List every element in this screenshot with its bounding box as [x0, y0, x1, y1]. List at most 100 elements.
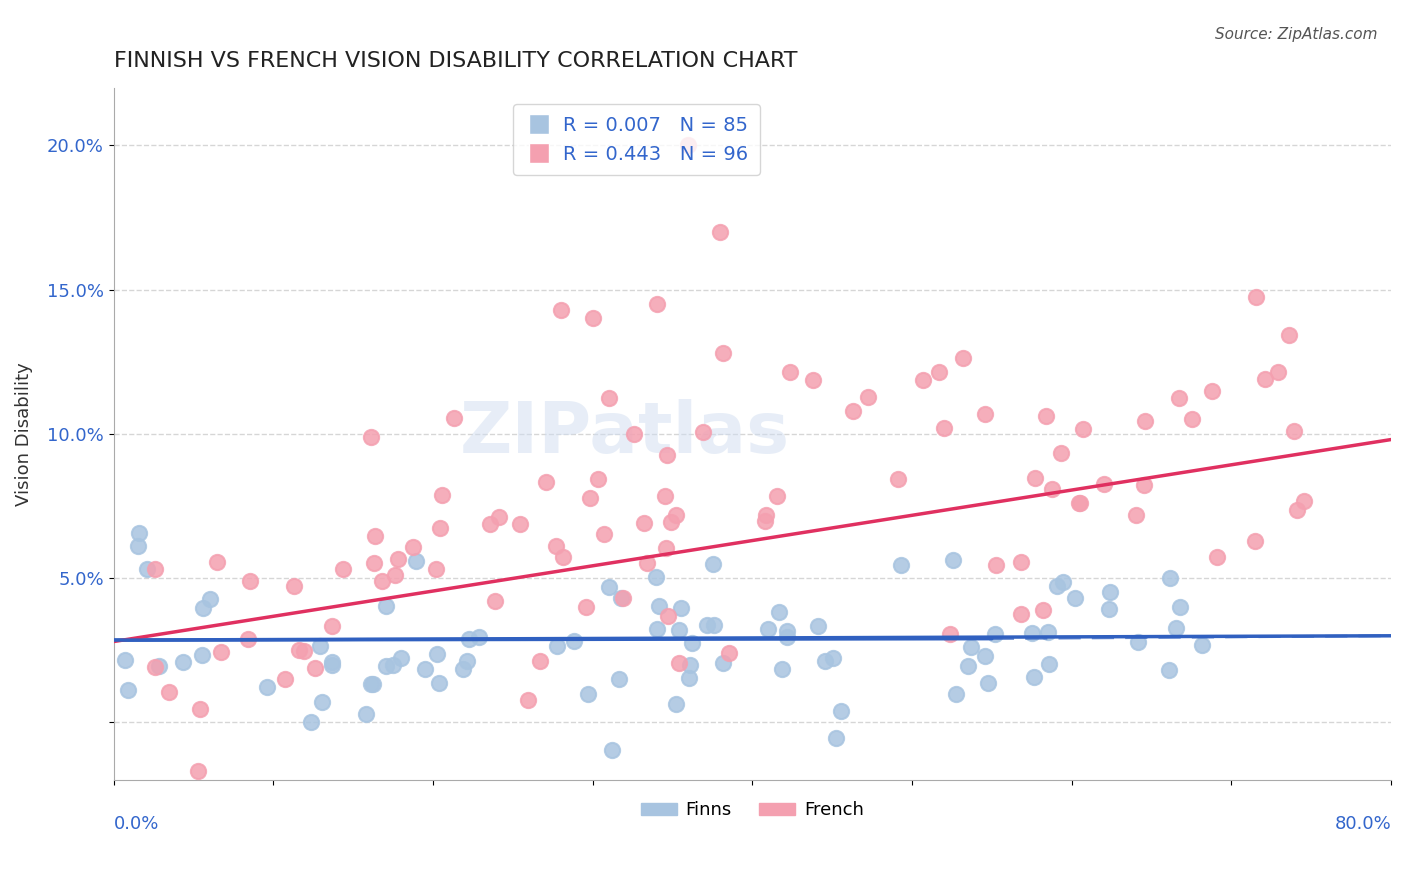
- Point: [128, 525, 150, 540]
- Point: [776, 624, 799, 639]
- Point: [239, 574, 262, 588]
- Point: [1201, 384, 1223, 398]
- Point: [636, 556, 658, 570]
- Point: [779, 366, 801, 380]
- Point: [1125, 508, 1147, 522]
- Point: [928, 365, 950, 379]
- Point: [1294, 494, 1316, 508]
- Point: [389, 651, 412, 665]
- Point: [696, 618, 718, 632]
- Point: [681, 636, 703, 650]
- Point: [709, 225, 731, 239]
- Point: [311, 695, 333, 709]
- Point: [942, 553, 965, 567]
- Point: [655, 541, 678, 555]
- Point: [1126, 635, 1149, 649]
- Point: [546, 539, 568, 553]
- Point: [645, 570, 668, 584]
- Point: [645, 297, 668, 311]
- Point: [1052, 574, 1074, 589]
- Point: [332, 562, 354, 576]
- Point: [842, 404, 865, 418]
- Legend: Finns, French: Finns, French: [633, 794, 872, 826]
- Point: [647, 622, 669, 636]
- Point: [143, 562, 166, 576]
- Point: [401, 541, 423, 555]
- Point: [478, 516, 501, 531]
- Text: ZIPatlas: ZIPatlas: [460, 400, 790, 468]
- Point: [536, 475, 558, 489]
- Point: [157, 685, 180, 699]
- Point: [678, 671, 700, 685]
- Point: [360, 430, 382, 444]
- Point: [576, 688, 599, 702]
- Point: [456, 654, 478, 668]
- Point: [586, 472, 609, 486]
- Point: [148, 659, 170, 673]
- Point: [856, 390, 879, 404]
- Point: [384, 568, 406, 582]
- Point: [1267, 365, 1289, 379]
- Point: [364, 529, 387, 543]
- Point: [768, 605, 790, 619]
- Point: [273, 672, 295, 686]
- Point: [415, 662, 437, 676]
- Point: [321, 656, 343, 670]
- Point: [711, 657, 734, 671]
- Point: [1205, 549, 1227, 564]
- Point: [801, 373, 824, 387]
- Point: [659, 515, 682, 529]
- Point: [191, 648, 214, 662]
- Point: [657, 608, 679, 623]
- Point: [1046, 579, 1069, 593]
- Point: [127, 539, 149, 553]
- Point: [1010, 607, 1032, 621]
- Point: [375, 658, 398, 673]
- Point: [429, 521, 451, 535]
- Point: [1099, 585, 1122, 599]
- Point: [363, 556, 385, 570]
- Point: [1050, 446, 1073, 460]
- Point: [1064, 591, 1087, 606]
- Point: [717, 646, 740, 660]
- Point: [1278, 327, 1301, 342]
- Point: [1168, 392, 1191, 406]
- Point: [453, 662, 475, 676]
- Point: [633, 516, 655, 530]
- Point: [299, 714, 322, 729]
- Point: [308, 639, 330, 653]
- Point: [1098, 785, 1121, 799]
- Point: [1243, 534, 1265, 549]
- Point: [205, 556, 228, 570]
- Point: [977, 676, 1000, 690]
- Point: [1022, 670, 1045, 684]
- Point: [382, 657, 405, 672]
- Text: Source: ZipAtlas.com: Source: ZipAtlas.com: [1215, 27, 1378, 42]
- Point: [1021, 626, 1043, 640]
- Point: [283, 579, 305, 593]
- Point: [304, 661, 326, 675]
- Point: [143, 660, 166, 674]
- Point: [187, 764, 209, 778]
- Point: [484, 593, 506, 607]
- Point: [974, 648, 997, 663]
- Point: [1180, 412, 1202, 426]
- Point: [607, 672, 630, 686]
- Point: [974, 407, 997, 421]
- Point: [551, 550, 574, 565]
- Point: [679, 657, 702, 672]
- Point: [754, 514, 776, 528]
- Text: FINNISH VS FRENCH VISION DISABILITY CORRELATION CHART: FINNISH VS FRENCH VISION DISABILITY CORR…: [114, 51, 797, 70]
- Point: [887, 473, 910, 487]
- Point: [1159, 571, 1181, 585]
- Point: [960, 640, 983, 655]
- Point: [648, 599, 671, 613]
- Point: [911, 373, 934, 387]
- Point: [602, 743, 624, 757]
- Point: [711, 346, 734, 360]
- Point: [1038, 657, 1060, 672]
- Point: [823, 651, 845, 665]
- Point: [117, 683, 139, 698]
- Point: [668, 623, 690, 637]
- Point: [375, 599, 398, 613]
